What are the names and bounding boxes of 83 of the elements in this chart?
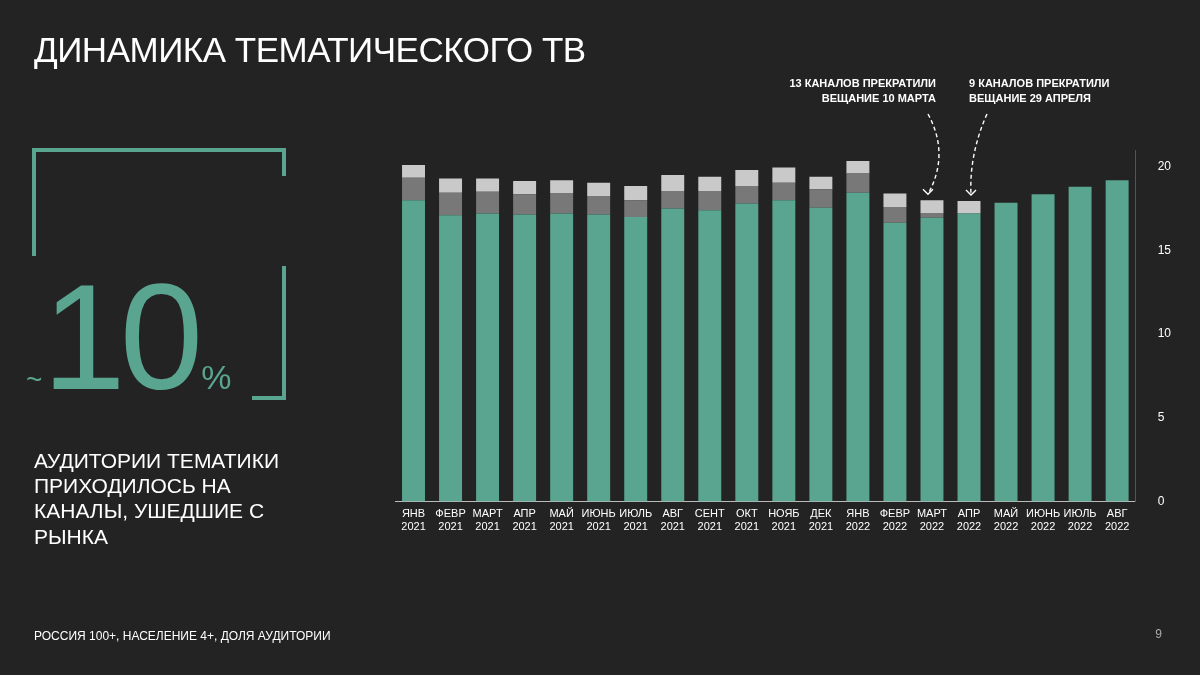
x-tick-label: МАРТ 2022 bbox=[916, 507, 948, 533]
bar bbox=[476, 213, 500, 502]
bar bbox=[883, 193, 907, 207]
x-tick-label: ДЕК 2021 bbox=[808, 507, 834, 533]
bar bbox=[402, 200, 425, 502]
bar bbox=[550, 180, 574, 194]
bar bbox=[624, 216, 648, 502]
bar bbox=[661, 191, 685, 209]
y-tick-label: 15 bbox=[1157, 242, 1172, 257]
bar bbox=[846, 192, 870, 502]
bar bbox=[661, 208, 685, 502]
bar bbox=[587, 196, 611, 215]
bar bbox=[809, 189, 833, 208]
bar bbox=[587, 182, 611, 197]
x-tick-label: АВГ 2021 bbox=[660, 507, 685, 533]
bar bbox=[587, 214, 611, 502]
bar bbox=[698, 191, 722, 211]
bar bbox=[439, 215, 463, 502]
bar bbox=[513, 214, 537, 502]
bar bbox=[846, 173, 870, 193]
text: ~10% bbox=[26, 253, 232, 421]
text: 9 bbox=[1155, 627, 1162, 641]
bar bbox=[624, 200, 648, 217]
x-tick-label: АПР 2021 bbox=[512, 507, 537, 533]
y-tick-label: 20 bbox=[1157, 159, 1172, 174]
bar bbox=[883, 222, 907, 502]
bar bbox=[957, 213, 981, 502]
x-tick-label: ЯНВ 2021 bbox=[401, 507, 426, 533]
bar bbox=[994, 202, 1018, 502]
bar bbox=[772, 167, 796, 183]
bar bbox=[513, 180, 537, 195]
x-tick-label: АВГ 2022 bbox=[1104, 507, 1130, 533]
x-tick-label: МАЙ 2022 bbox=[993, 507, 1019, 533]
bar bbox=[402, 165, 425, 178]
x-tick-label: ИЮНЬ 2021 bbox=[581, 507, 616, 533]
bar bbox=[772, 182, 796, 201]
bar bbox=[402, 177, 425, 201]
chart-title: ДИНАМИКА ТЕМАТИЧЕСКОГО ТВ bbox=[34, 30, 586, 70]
bar bbox=[883, 206, 907, 223]
x-tick-label: МАРТ 2021 bbox=[472, 507, 503, 533]
x-tick-label: ИЮЛЬ 2021 bbox=[619, 507, 653, 533]
bar bbox=[550, 213, 574, 502]
bar bbox=[476, 191, 500, 214]
bar bbox=[809, 207, 833, 502]
y-tick-label: 0 bbox=[1157, 493, 1165, 508]
bar bbox=[735, 170, 759, 186]
text: АУДИТОРИИ ТЕМАТИКИ ПРИХОДИЛОСЬ НА КАНАЛЫ, УШЕДШИЕ С РЫНКА bbox=[34, 448, 280, 549]
bar bbox=[550, 193, 574, 214]
bar bbox=[439, 178, 463, 193]
x-tick-label: НОЯБ 2021 bbox=[768, 507, 800, 533]
bar bbox=[920, 213, 944, 218]
bar bbox=[624, 186, 648, 201]
bar bbox=[809, 176, 833, 190]
bar bbox=[1068, 186, 1092, 502]
annotation: 9 КАНАЛОВ ПРЕКРАТИЛИ ВЕЩАНИЕ 29 АПРЕЛЯ bbox=[969, 76, 1110, 104]
text: РОССИЯ 100+, НАСЕЛЕНИЕ 4+, ДОЛЯ АУДИТОРИИ bbox=[34, 629, 331, 643]
bar bbox=[772, 200, 796, 502]
bar bbox=[439, 192, 463, 216]
bar bbox=[476, 178, 500, 192]
bar bbox=[1031, 194, 1055, 502]
x-tick-label: ИЮЛЬ 2022 bbox=[1063, 507, 1097, 533]
bar bbox=[920, 200, 944, 214]
y-tick-label: 5 bbox=[1157, 410, 1165, 425]
y-tick-label: 10 bbox=[1157, 326, 1172, 341]
x-tick-label: АПР 2022 bbox=[956, 507, 982, 533]
bar bbox=[735, 203, 759, 502]
bar bbox=[957, 201, 981, 214]
bar bbox=[698, 210, 722, 502]
bar bbox=[920, 217, 944, 502]
x-tick-label: МАЙ 2021 bbox=[549, 507, 574, 533]
x-tick-label: ОКТ 2021 bbox=[734, 507, 760, 533]
bar bbox=[735, 186, 759, 204]
x-tick-label: ФЕВР 2021 bbox=[435, 507, 466, 533]
x-tick-label: ИЮНЬ 2022 bbox=[1025, 507, 1061, 533]
bar bbox=[698, 176, 722, 192]
x-tick-label: СЕНТ 2021 bbox=[694, 507, 726, 533]
x-tick-label: ФЕВР 2022 bbox=[879, 507, 911, 533]
bar bbox=[846, 160, 870, 174]
bar bbox=[1105, 180, 1129, 502]
x-tick-label: ЯНВ 2022 bbox=[845, 507, 871, 533]
bar bbox=[661, 175, 685, 192]
annotation: 13 КАНАЛОВ ПРЕКРАТИЛИ ВЕЩАНИЕ 10 МАРТА bbox=[789, 76, 937, 104]
bar bbox=[513, 194, 537, 215]
